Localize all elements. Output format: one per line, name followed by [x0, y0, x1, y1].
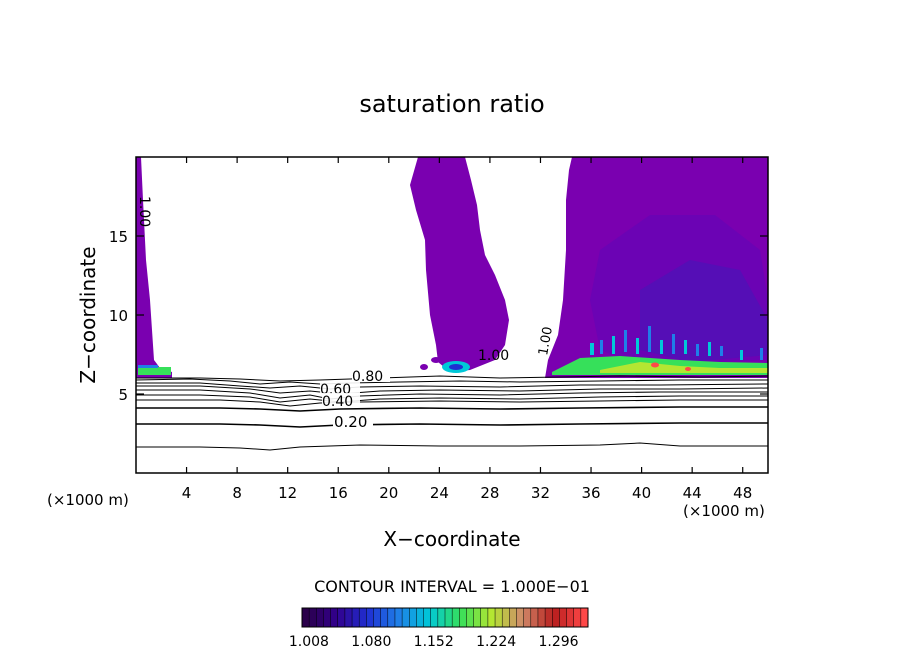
colorbar-cell	[380, 608, 389, 627]
contour-lines	[136, 375, 768, 451]
colorbar-cell	[516, 608, 525, 627]
colorbar-tick-label: 1.152	[414, 634, 454, 650]
y-axis: 5 10 15	[109, 228, 768, 404]
chart-title: saturation ratio	[359, 90, 544, 118]
contour-labels: 0.80 0.60 0.40 0.20 1.00 1.00 1.00	[136, 196, 556, 431]
colorbar-frame	[301, 607, 589, 628]
colorbar-cell	[437, 608, 446, 627]
colorbar-cell	[423, 608, 432, 627]
colorbar-tick-label: 1.080	[351, 634, 391, 650]
colorbar-cell	[537, 608, 546, 627]
contour-label: 1.00	[536, 326, 556, 357]
contour-label: 1.00	[136, 196, 152, 227]
colorbar-cell	[545, 608, 553, 627]
cloud-region-middle	[410, 157, 509, 372]
x-unit-right: (×1000 m)	[683, 502, 765, 520]
plot-area: 0.80 0.60 0.40 0.20 1.00 1.00 1.00	[136, 157, 768, 451]
x-tick-label: 44	[683, 484, 702, 502]
colorbar-cell	[344, 608, 353, 627]
x-tick-label: 20	[379, 484, 398, 502]
colorbar-cell	[316, 608, 324, 627]
colorbar-cell	[459, 608, 467, 627]
colorbar	[301, 607, 589, 628]
colorbar-cell	[580, 608, 589, 627]
x-tick-label: 36	[581, 484, 600, 502]
colorbar-cell	[302, 608, 310, 627]
colorbar-cell	[394, 608, 403, 627]
x-unit-left: (×1000 m)	[47, 491, 129, 509]
colorbar-cell	[352, 608, 360, 627]
x-tick-label: 28	[480, 484, 499, 502]
colorbar-cell	[573, 608, 582, 627]
colorbar-cell	[523, 608, 532, 627]
colorbar-cell	[530, 608, 539, 627]
contour-label: 0.40	[322, 394, 353, 410]
x-axis: 4 8 12 16 20 24 28 32 36 40 44 48	[182, 157, 752, 502]
colorbar-cell	[566, 608, 575, 627]
colorbar-cell	[366, 608, 374, 627]
x-tick-label: 4	[182, 484, 192, 502]
colorbar-cell	[337, 608, 346, 627]
colorbar-cell	[509, 608, 517, 627]
x-tick-label: 16	[329, 484, 348, 502]
y-axis-label: Z−coordinate	[76, 246, 100, 383]
colorbar-cell	[373, 608, 382, 627]
colorbar-cell	[552, 608, 560, 627]
colorbar-cell	[495, 608, 503, 627]
contour-label: 1.00	[478, 348, 509, 364]
colorbar-cell	[466, 608, 475, 627]
colorbar-cell	[387, 608, 396, 627]
colorbar-cell	[473, 608, 482, 627]
colorbar-cell	[416, 608, 425, 627]
colorbar-cell	[309, 608, 317, 627]
colorbar-tick-label: 1.008	[289, 634, 329, 650]
colorbar-cell	[559, 608, 568, 627]
x-tick-label: 32	[531, 484, 550, 502]
cloud-base-supersaturation	[138, 326, 768, 375]
y-tick-label: 15	[109, 228, 128, 246]
colorbar-cell	[330, 608, 339, 627]
cloud-region-left	[136, 157, 172, 378]
colorbar-cell	[502, 608, 510, 627]
x-axis-label: X−coordinate	[383, 527, 520, 551]
colorbar-cell	[359, 608, 367, 627]
colorbar-cell	[452, 608, 460, 627]
colorbar-cell	[487, 608, 496, 627]
contour-label: 0.20	[334, 413, 367, 431]
x-tick-label: 40	[632, 484, 651, 502]
colorbar-tick-label: 1.224	[476, 634, 516, 650]
colorbar-tick-label: 1.296	[538, 634, 578, 650]
colorbar-cell	[445, 608, 453, 627]
colorbar-tick-labels: 1.008 1.080 1.152 1.224 1.296	[289, 634, 579, 650]
colorbar-cell	[402, 608, 410, 627]
colorbar-cell	[480, 608, 489, 627]
x-tick-label: 12	[278, 484, 297, 502]
x-tick-label: 48	[733, 484, 752, 502]
colorbar-cell	[409, 608, 417, 627]
contour-interval: CONTOUR INTERVAL = 1.000E−01	[314, 577, 590, 596]
colorbar-cell	[430, 608, 439, 627]
y-tick-label: 10	[109, 307, 128, 325]
x-tick-label: 24	[430, 484, 449, 502]
y-tick-label: 5	[118, 386, 128, 404]
colorbar-cell	[323, 608, 332, 627]
x-tick-label: 8	[232, 484, 242, 502]
